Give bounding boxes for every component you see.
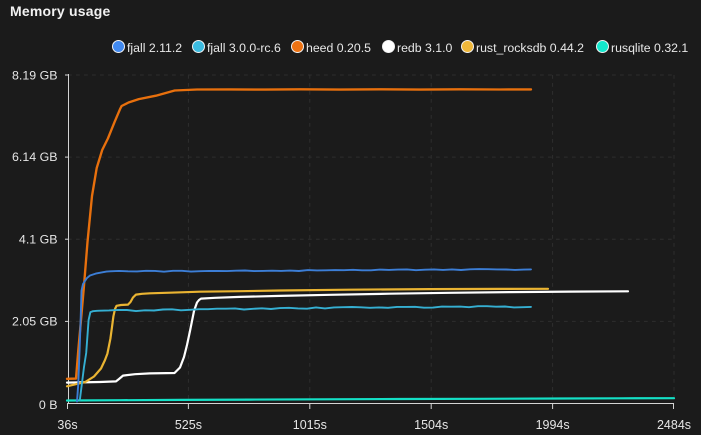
svg-text:8.19 GB: 8.19 GB [12, 69, 57, 83]
svg-text:1994s: 1994s [536, 418, 570, 432]
svg-text:1504s: 1504s [414, 418, 448, 432]
svg-text:525s: 525s [175, 418, 202, 432]
svg-text:2484s: 2484s [657, 418, 691, 432]
svg-text:6.14 GB: 6.14 GB [12, 150, 57, 164]
svg-text:2.05 GB: 2.05 GB [12, 314, 57, 328]
svg-text:4.1 GB: 4.1 GB [19, 233, 58, 247]
svg-text:0 B: 0 B [39, 398, 58, 412]
svg-text:1015s: 1015s [293, 418, 327, 432]
svg-text:36s: 36s [57, 418, 77, 432]
